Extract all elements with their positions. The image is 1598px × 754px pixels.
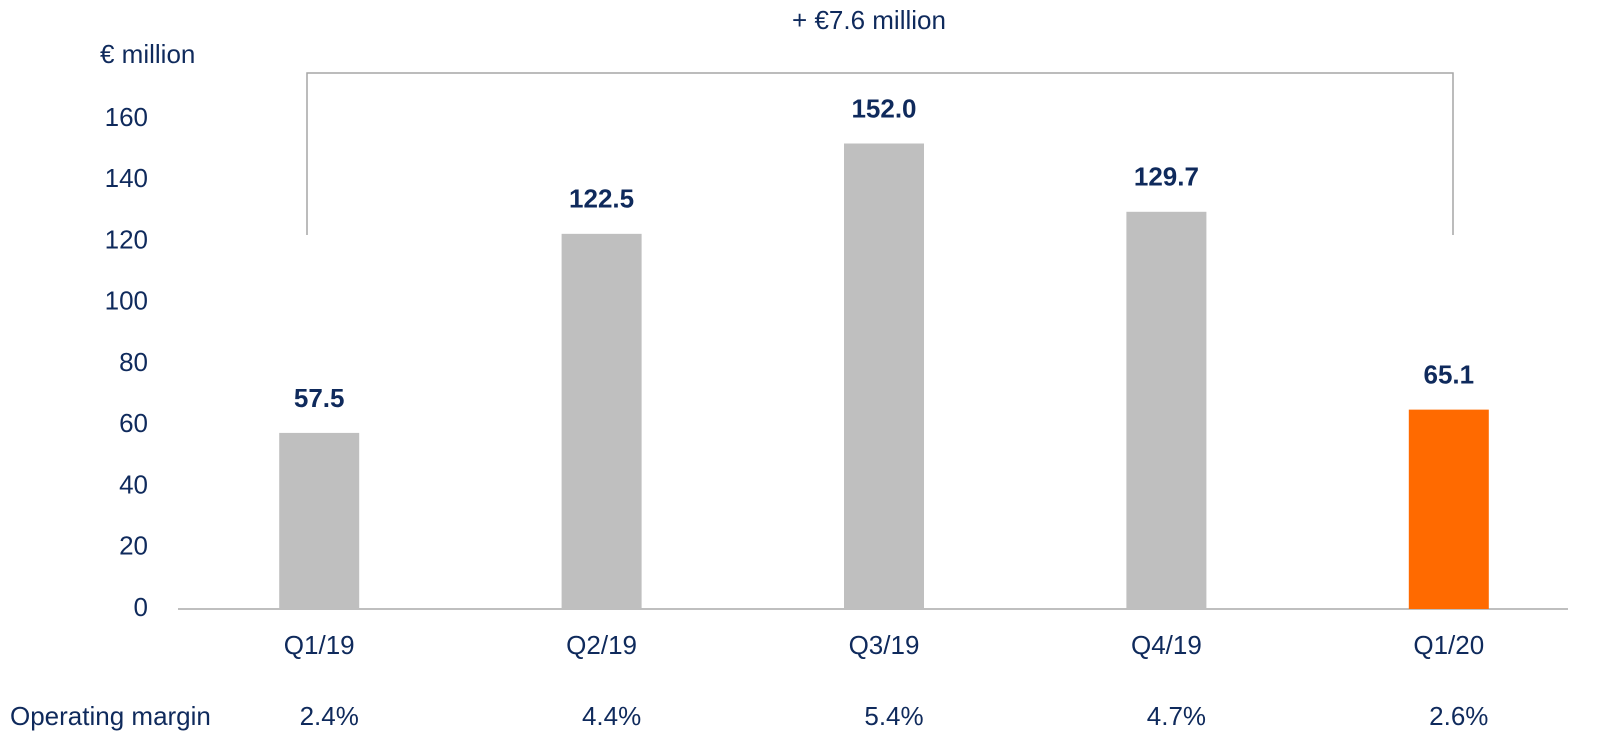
margin-value: 5.4% — [864, 701, 923, 731]
margin-value: 2.4% — [300, 701, 359, 731]
data-label: 122.5 — [569, 184, 634, 214]
data-label: 152.0 — [851, 93, 916, 123]
y-tick-label: 120 — [105, 224, 148, 254]
y-tick-label: 60 — [119, 408, 148, 438]
bracket — [306, 72, 1454, 235]
x-tick-label: Q1/20 — [1413, 630, 1484, 660]
y-tick-label: 100 — [105, 286, 148, 316]
y-tick-label: 0 — [134, 592, 148, 622]
y-axis-label: € million — [100, 39, 195, 69]
y-tick-label: 140 — [105, 163, 148, 193]
x-tick-label: Q4/19 — [1131, 630, 1202, 660]
margin-label: Operating margin — [10, 701, 211, 731]
bar — [844, 143, 924, 609]
margin-value: 4.4% — [582, 701, 641, 731]
bar — [561, 233, 642, 609]
bar — [1408, 409, 1489, 609]
annotation: + €7.6 million — [792, 5, 946, 35]
data-label: 65.1 — [1423, 360, 1474, 390]
y-tick-label: 160 — [105, 102, 148, 132]
y-tick-label: 80 — [119, 347, 148, 377]
y-tick-label: 20 — [119, 531, 148, 561]
margin-value: 4.7% — [1147, 701, 1206, 731]
x-tick-label: Q3/19 — [849, 630, 920, 660]
bar — [279, 432, 360, 609]
data-label: 129.7 — [1134, 162, 1199, 192]
y-tick-label: 40 — [119, 469, 148, 499]
x-tick-label: Q2/19 — [566, 630, 637, 660]
data-label: 57.5 — [294, 383, 345, 413]
x-tick-label: Q1/19 — [284, 630, 355, 660]
bar — [1126, 211, 1207, 609]
margin-value: 2.6% — [1429, 701, 1488, 731]
